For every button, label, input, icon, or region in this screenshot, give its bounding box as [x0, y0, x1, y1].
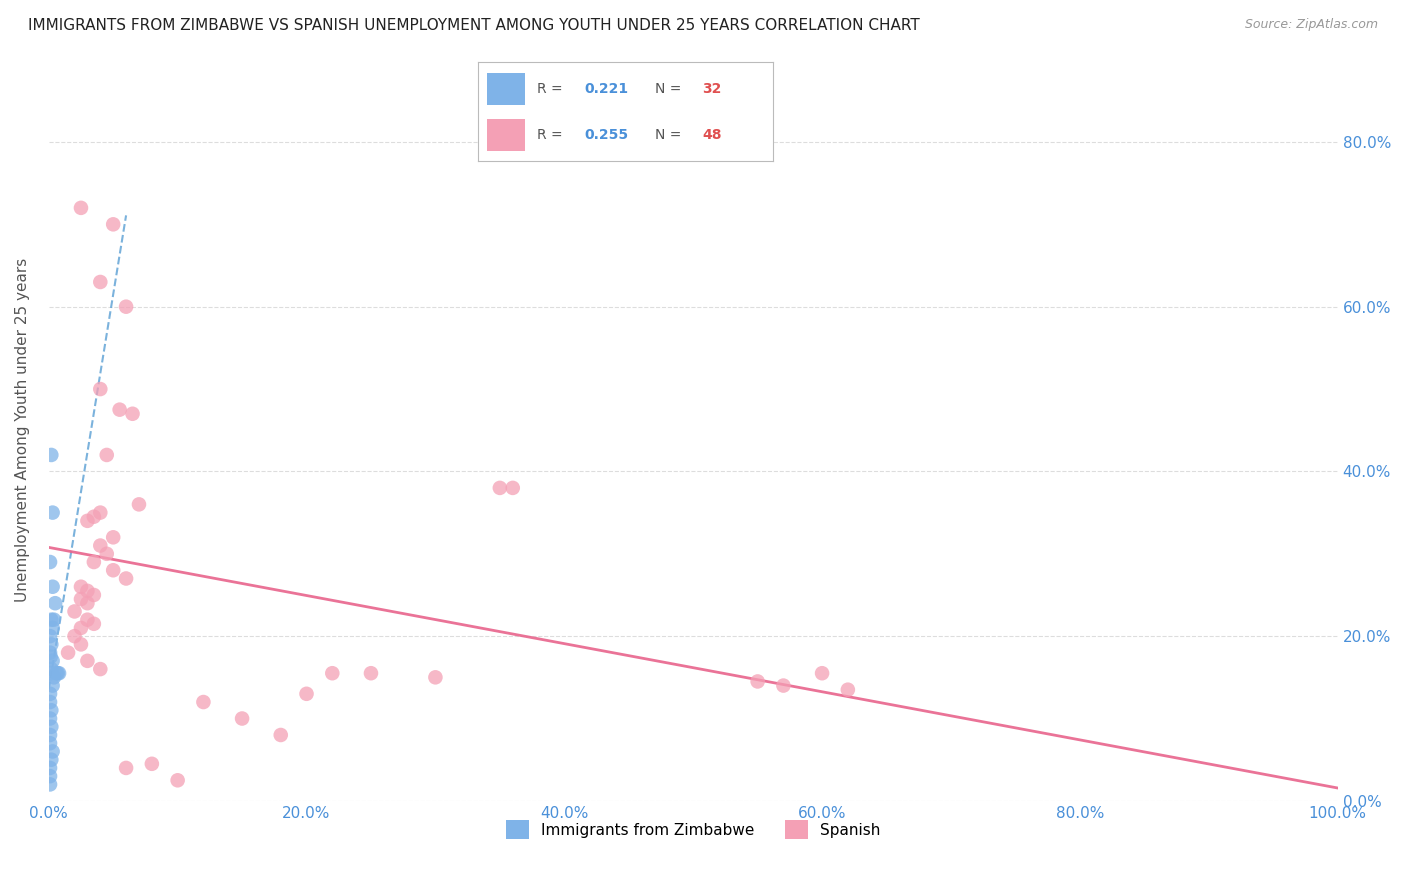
- Point: [128, 497, 150, 511]
- Bar: [486, 73, 526, 104]
- Point: [63, 604, 86, 618]
- Point: [166, 773, 188, 788]
- Text: Source: ZipAtlas.com: Source: ZipAtlas.com: [1244, 18, 1378, 31]
- Point: [103, 217, 125, 231]
- Point: [89, 539, 111, 553]
- Bar: [486, 120, 526, 151]
- Point: [108, 402, 131, 417]
- Point: [39, 761, 62, 775]
- Point: [103, 563, 125, 577]
- Point: [56, 646, 79, 660]
- Point: [39, 687, 62, 701]
- Point: [39, 728, 62, 742]
- Point: [231, 712, 253, 726]
- Point: [39, 736, 62, 750]
- Point: [76, 583, 98, 598]
- Text: 0.255: 0.255: [585, 128, 628, 142]
- Point: [96, 547, 118, 561]
- Text: R =: R =: [537, 82, 567, 96]
- Point: [41, 613, 63, 627]
- Point: [141, 756, 163, 771]
- Point: [425, 670, 447, 684]
- Point: [39, 712, 62, 726]
- Point: [46, 666, 69, 681]
- Point: [811, 666, 834, 681]
- Point: [63, 629, 86, 643]
- Point: [70, 621, 93, 635]
- Point: [70, 637, 93, 651]
- Point: [489, 481, 512, 495]
- Point: [747, 674, 769, 689]
- Point: [83, 555, 105, 569]
- Point: [42, 613, 65, 627]
- Point: [76, 596, 98, 610]
- Point: [321, 666, 343, 681]
- Point: [41, 679, 63, 693]
- Point: [45, 666, 67, 681]
- Point: [70, 592, 93, 607]
- Point: [76, 613, 98, 627]
- Point: [83, 588, 105, 602]
- Point: [89, 275, 111, 289]
- Point: [502, 481, 524, 495]
- Point: [41, 654, 63, 668]
- Point: [270, 728, 292, 742]
- Point: [41, 720, 63, 734]
- Point: [41, 703, 63, 717]
- Point: [89, 506, 111, 520]
- Point: [39, 649, 62, 664]
- Point: [39, 769, 62, 783]
- Text: 48: 48: [703, 128, 721, 142]
- Point: [89, 382, 111, 396]
- Point: [41, 580, 63, 594]
- Text: 32: 32: [703, 82, 721, 96]
- Point: [48, 666, 70, 681]
- Text: 0.221: 0.221: [585, 82, 628, 96]
- Point: [115, 761, 138, 775]
- Point: [41, 621, 63, 635]
- Point: [83, 509, 105, 524]
- Point: [41, 448, 63, 462]
- Text: N =: N =: [655, 82, 686, 96]
- Point: [360, 666, 382, 681]
- Point: [44, 596, 66, 610]
- Point: [41, 753, 63, 767]
- Point: [772, 679, 794, 693]
- Legend: Immigrants from Zimbabwe, Spanish: Immigrants from Zimbabwe, Spanish: [499, 814, 887, 845]
- Point: [193, 695, 215, 709]
- Point: [39, 629, 62, 643]
- Y-axis label: Unemployment Among Youth under 25 years: Unemployment Among Youth under 25 years: [15, 258, 30, 602]
- Text: R =: R =: [537, 128, 567, 142]
- Point: [96, 448, 118, 462]
- Point: [70, 580, 93, 594]
- Point: [76, 654, 98, 668]
- Point: [103, 530, 125, 544]
- Point: [115, 300, 138, 314]
- Point: [39, 777, 62, 791]
- Point: [295, 687, 318, 701]
- Point: [42, 670, 65, 684]
- Point: [39, 646, 62, 660]
- Point: [41, 506, 63, 520]
- Text: N =: N =: [655, 128, 686, 142]
- Point: [70, 201, 93, 215]
- Point: [121, 407, 143, 421]
- Point: [39, 666, 62, 681]
- Text: IMMIGRANTS FROM ZIMBABWE VS SPANISH UNEMPLOYMENT AMONG YOUTH UNDER 25 YEARS CORR: IMMIGRANTS FROM ZIMBABWE VS SPANISH UNEM…: [28, 18, 920, 33]
- Point: [837, 682, 859, 697]
- Point: [83, 616, 105, 631]
- Point: [41, 662, 63, 676]
- Point: [41, 637, 63, 651]
- Point: [39, 555, 62, 569]
- Point: [76, 514, 98, 528]
- Point: [41, 744, 63, 758]
- Point: [39, 695, 62, 709]
- Point: [89, 662, 111, 676]
- Point: [115, 572, 138, 586]
